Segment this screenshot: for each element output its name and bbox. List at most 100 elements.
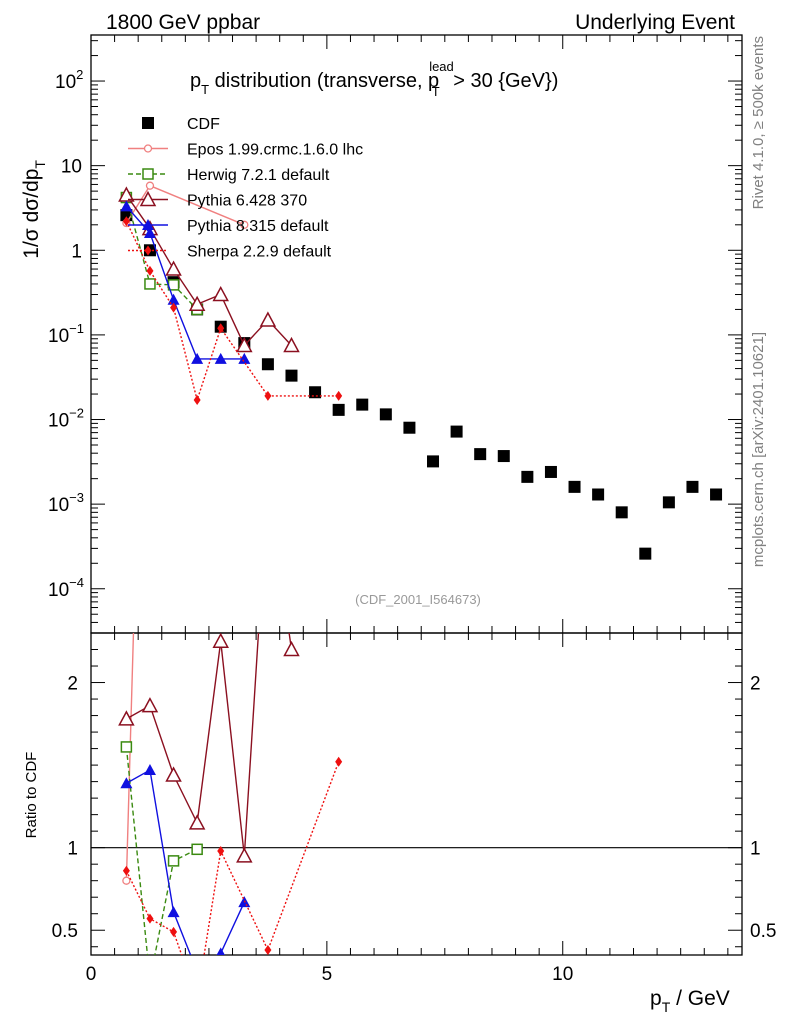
series-cdf-point xyxy=(639,547,652,560)
y-tick-label: 10−3 xyxy=(48,490,84,516)
series-pythia6-point xyxy=(165,260,182,276)
series-herwig-point xyxy=(144,278,156,290)
series-cdf-point xyxy=(474,448,487,461)
series-cdf-point xyxy=(403,421,416,434)
series-pythia6-ratio-point xyxy=(141,697,159,713)
series-pythia6-point xyxy=(188,295,206,312)
series-cdf-point xyxy=(662,496,675,509)
series-pythia8-ratio-point xyxy=(191,966,203,977)
series-herwig-ratio-point xyxy=(145,975,155,985)
y-axis-label: 1/σ dσ/dpT xyxy=(20,160,48,259)
series-pythia6-ratio-point xyxy=(165,766,182,782)
y-tick-label: 1 xyxy=(71,241,82,262)
series-sherpa-point xyxy=(217,323,225,334)
analysis-id: (CDF_2001_I564673) xyxy=(355,592,481,607)
series-cdf-point xyxy=(356,398,369,411)
x-tick-label: 5 xyxy=(322,964,333,985)
legend-sherpa-marker xyxy=(144,245,152,256)
series-sherpa-ratio-point xyxy=(122,865,130,876)
ratio-panel xyxy=(90,632,743,956)
series-pythia8-ratio-point xyxy=(216,947,225,955)
legend-cdf-marker xyxy=(142,117,154,129)
legend-herwig-label: Herwig 7.2.1 default xyxy=(187,167,330,184)
series-pythia8-point xyxy=(120,200,133,212)
main-series-layer xyxy=(118,181,723,560)
legend: CDF Epos 1.99.crmc.1.6.0 lhc Herwig 7.2.1 … xyxy=(128,116,363,261)
series-cdf-point xyxy=(332,403,345,416)
series-cdf-point xyxy=(450,425,463,438)
x-tick-label: 0 xyxy=(86,964,97,985)
ratio-series-layer xyxy=(118,52,343,1004)
x-axis-label: pT / GeV xyxy=(650,987,730,1015)
legend-pythia8-label: Pythia 8.315 default xyxy=(187,218,329,235)
header-left: 1800 GeV ppbar xyxy=(106,11,260,34)
series-pythia6-point xyxy=(259,311,277,327)
series-sherpa-point xyxy=(335,390,343,401)
rivet-label: Rivet 4.1.0, ≥ 500k events xyxy=(750,36,767,209)
legend-sherpa-label: Sherpa 2.2.9 default xyxy=(187,244,332,261)
y-tick-label: 10−1 xyxy=(48,321,84,347)
series-cdf-point xyxy=(710,488,723,501)
series-epos-point xyxy=(145,181,155,190)
series-cdf-point xyxy=(261,358,274,371)
series-pythia6-point xyxy=(212,285,229,302)
ratio-tick-label: 0.5 xyxy=(52,921,78,942)
series-pythia6-ratio-point xyxy=(236,847,253,863)
series-pythia8-ratio-point xyxy=(143,764,156,776)
series-sherpa-point xyxy=(122,216,130,227)
series-cdf-point xyxy=(497,450,510,463)
series-cdf-point xyxy=(379,408,392,421)
ratio-tick-label: 1 xyxy=(67,839,78,860)
series-pythia6-ratio-line xyxy=(126,633,293,856)
series-herwig-ratio-point xyxy=(167,855,180,867)
series-cdf-point xyxy=(686,480,699,493)
series-sherpa-ratio-point xyxy=(170,926,178,937)
ratio-tick-label-right: 0.5 xyxy=(750,921,776,942)
series-cdf-point xyxy=(309,386,322,399)
series-herwig-line xyxy=(125,197,198,310)
legend-pythia6-marker xyxy=(139,190,157,207)
series-pythia8-point xyxy=(143,227,156,239)
series-pythia6-ratio-point xyxy=(118,710,135,726)
series-cdf-point xyxy=(568,480,581,493)
series-pythia6-ratio-point xyxy=(283,640,300,657)
series-epos-ratio-point xyxy=(122,876,131,885)
series-sherpa-ratio-point xyxy=(194,994,201,1004)
series-sherpa-ratio-point xyxy=(217,845,225,856)
series-sherpa-ratio-line xyxy=(125,761,340,955)
legend-pythia6-label: Pythia 6.428 370 xyxy=(187,193,307,210)
series-epos-ratio-point xyxy=(146,52,153,59)
legend-epos-marker xyxy=(143,144,153,153)
ratio-axis-label: Ratio to CDF xyxy=(23,752,40,839)
header-right: Underlying Event xyxy=(575,11,735,34)
ratio-tick-label: 2 xyxy=(67,674,78,695)
series-sherpa-ratio-point xyxy=(335,756,343,767)
series-pythia6-point xyxy=(236,336,253,353)
series-herwig-ratio-line xyxy=(125,746,198,955)
x-tick-label: 10 xyxy=(552,964,573,985)
plot-title: pT distribution (transverse, plead T > 30… xyxy=(190,59,558,99)
series-epos-point xyxy=(240,220,249,229)
series-cdf-point xyxy=(285,369,298,382)
y-tick-label: 10 xyxy=(61,157,82,178)
series-herwig-ratio-point xyxy=(120,741,133,753)
legend-epos-label: Epos 1.99.crmc.1.6.0 lhc xyxy=(187,142,363,159)
tick-layer: 0 5 10 10−4 10−3 10−2 10−1 1 10 102 0.5 0.5 1 1 2 2 xyxy=(48,35,776,985)
ratio-tick-label-right: 1 xyxy=(750,839,761,860)
series-sherpa-point xyxy=(193,395,201,406)
series-pythia6-point xyxy=(283,336,300,353)
series-sherpa-ratio-point xyxy=(264,945,272,955)
legend-cdf-label: CDF xyxy=(187,116,220,133)
ratio-tick-label-right: 2 xyxy=(750,674,761,695)
y-tick-label: 10−2 xyxy=(48,406,84,432)
mcplots-label: mcplots.cern.ch [arXiv:2401.10621] xyxy=(750,332,767,567)
series-pythia6-ratio-point xyxy=(261,477,275,490)
legend-pythia8-marker xyxy=(142,219,154,230)
series-sherpa-point xyxy=(264,390,272,401)
series-cdf-point xyxy=(521,470,534,483)
series-sherpa-point xyxy=(170,302,178,313)
series-pythia8-point xyxy=(238,352,251,364)
y-tick-label: 10−4 xyxy=(48,575,84,601)
series-herwig-ratio-point xyxy=(191,843,203,856)
